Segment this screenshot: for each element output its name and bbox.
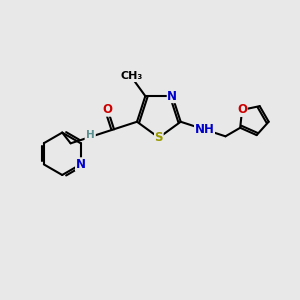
Text: S: S xyxy=(154,131,163,144)
Text: CH₃: CH₃ xyxy=(121,71,143,82)
Text: N: N xyxy=(167,90,177,103)
Text: N: N xyxy=(85,130,95,143)
Text: N: N xyxy=(76,158,85,171)
Text: O: O xyxy=(237,103,247,116)
Text: NH: NH xyxy=(194,123,214,136)
Text: H: H xyxy=(85,130,94,140)
Text: O: O xyxy=(103,103,113,116)
